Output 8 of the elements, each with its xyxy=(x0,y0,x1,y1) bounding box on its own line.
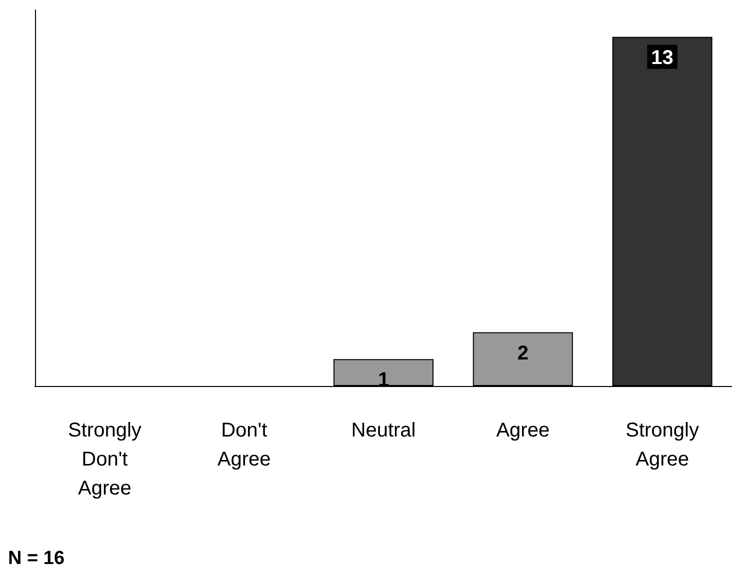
data-label: 13 xyxy=(651,46,674,69)
x-tick-label: Agree xyxy=(496,420,550,442)
x-tick-label: Strongly Don't Agree xyxy=(68,420,142,500)
x-tick-label: Strongly Agree xyxy=(626,420,699,470)
data-label: 2 xyxy=(517,342,528,364)
x-tick-label: Neutral xyxy=(351,420,416,442)
text: N = 16 xyxy=(8,548,65,569)
x-tick-label: Don't Agree xyxy=(217,420,271,470)
